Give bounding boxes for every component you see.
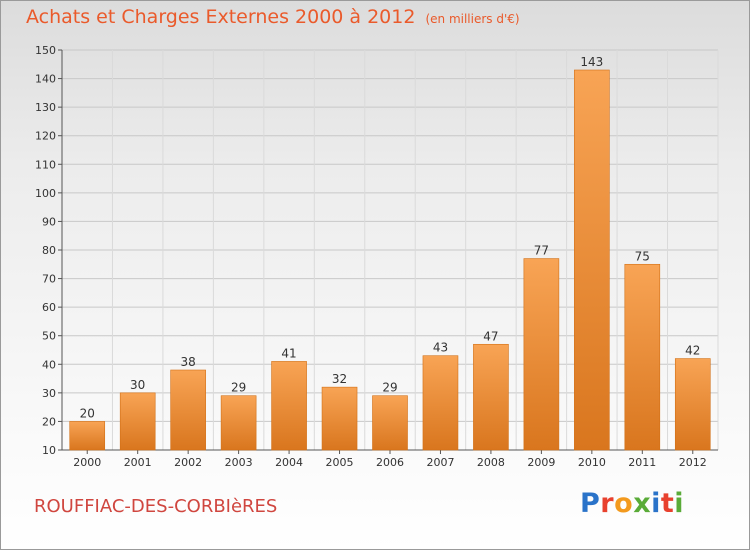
y-tick-label: 150 (35, 44, 56, 57)
logo-letter: t (660, 488, 675, 519)
y-tick-label: 20 (42, 415, 56, 428)
y-tick-label: 30 (42, 387, 56, 400)
logo-letter: i (674, 488, 685, 519)
city-name: ROUFFIAC-DES-CORBIèRES (34, 496, 278, 517)
chart-title: Achats et Charges Externes 2000 à 2012 (e… (26, 6, 520, 28)
y-tick-label: 60 (42, 301, 56, 314)
value-label: 29 (382, 381, 397, 395)
title-unit: (en milliers d'€) (425, 12, 520, 26)
logo-letter: o (614, 488, 634, 519)
x-tick-label: 2005 (326, 456, 354, 469)
logo-letter: x (633, 488, 652, 519)
logo-letter: P (580, 488, 601, 519)
bar (422, 355, 459, 451)
bar (321, 386, 358, 451)
x-tick-label: 2011 (628, 456, 656, 469)
value-label: 43 (433, 341, 448, 355)
x-tick-label: 2002 (174, 456, 202, 469)
bar (574, 69, 610, 451)
y-tick-label: 40 (42, 358, 56, 371)
x-tick-label: 2006 (376, 456, 404, 469)
x-tick-label: 2004 (275, 456, 303, 469)
value-label: 77 (534, 244, 549, 258)
y-tick-label: 100 (35, 187, 56, 200)
bar (523, 258, 560, 451)
y-tick-label: 120 (35, 130, 56, 143)
value-label: 38 (181, 355, 196, 369)
bar (674, 358, 711, 451)
value-label: 75 (635, 249, 650, 263)
value-label: 30 (130, 378, 145, 392)
bar (372, 395, 408, 451)
bar (119, 392, 156, 451)
y-tick-label: 130 (35, 101, 56, 114)
value-label: 41 (281, 346, 296, 360)
value-label: 143 (580, 55, 603, 69)
data-labels: 20 30 38 29 41 32 29 43 47 77 143 75 42 (80, 55, 701, 420)
proxiti-logo[interactable]: Proxiti (580, 488, 684, 519)
y-tick-label: 140 (35, 73, 56, 86)
y-tick-label: 110 (35, 158, 56, 171)
bar (473, 343, 509, 451)
bar (271, 361, 307, 451)
value-label: 47 (483, 329, 498, 343)
value-label: 32 (332, 372, 347, 386)
x-tick-label: 2008 (477, 456, 505, 469)
y-tick-label: 70 (42, 273, 56, 286)
x-tick-label: 2001 (124, 456, 152, 469)
bars (69, 69, 711, 451)
value-label: 20 (80, 406, 95, 420)
logo-letter: r (600, 488, 615, 519)
x-tick-label: 2009 (527, 456, 555, 469)
logo-letter: i (651, 488, 661, 519)
x-tick-label: 2003 (225, 456, 253, 469)
x-tick-label: 2000 (73, 456, 101, 469)
title-text: Achats et Charges Externes 2000 à 2012 (26, 6, 416, 28)
x-tick-label: 2007 (426, 456, 454, 469)
bar (170, 369, 206, 451)
x-tick-label: 2010 (578, 456, 606, 469)
bar (220, 395, 257, 451)
y-tick-label: 90 (42, 215, 56, 228)
x-tick-label: 2012 (679, 456, 707, 469)
value-label: 42 (685, 344, 700, 358)
y-tick-label: 10 (42, 444, 56, 457)
bar (69, 421, 106, 451)
value-label: 29 (231, 381, 246, 395)
bar (624, 263, 661, 451)
y-tick-label: 50 (42, 330, 56, 343)
y-tick-label: 80 (42, 244, 56, 257)
